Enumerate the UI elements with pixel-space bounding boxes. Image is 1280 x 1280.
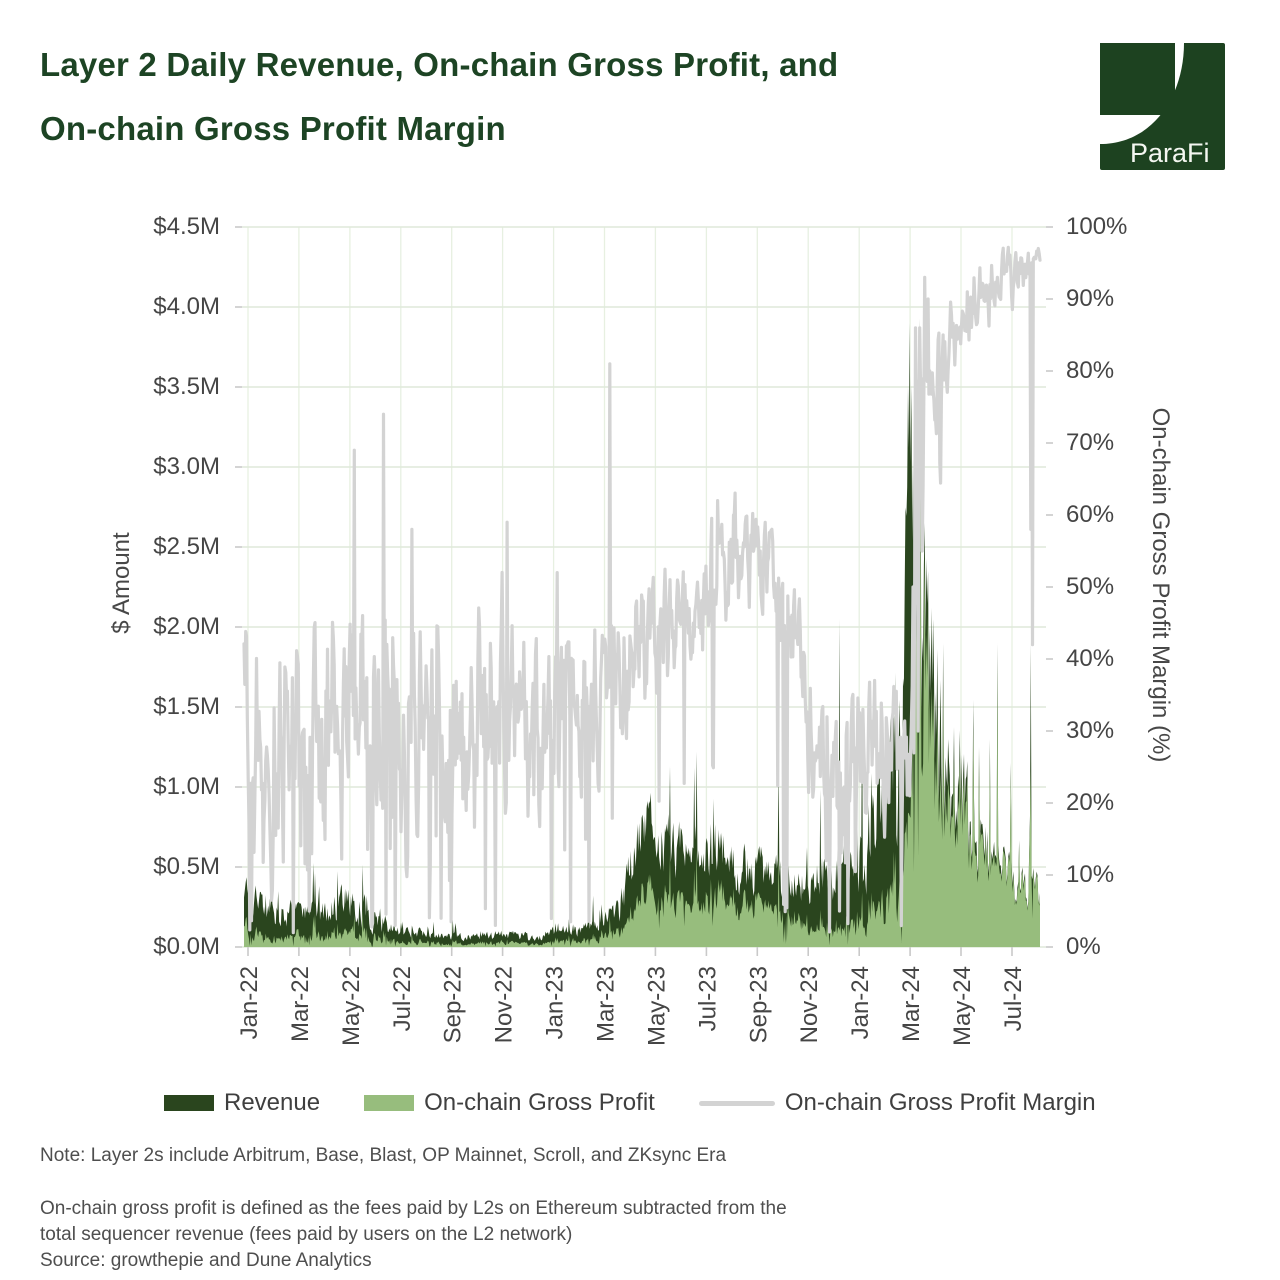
right-axis-tick-label: 0%	[1066, 933, 1101, 960]
right-axis-tick-label: 20%	[1066, 789, 1115, 816]
left-axis-tick-label: $0.5M	[153, 853, 220, 880]
legend-item: Revenue	[164, 1089, 320, 1117]
right-axis-tick-label: 90%	[1066, 285, 1115, 312]
chart-legend: Revenue On-chain Gross Profit On-chain Gro…	[164, 1086, 1096, 1120]
right-axis-tick-label: 10%	[1066, 861, 1115, 888]
x-tick-label: Mar-24	[898, 966, 925, 1042]
right-axis-tick-label: 70%	[1066, 429, 1115, 456]
x-tick-label: Nov-22	[491, 966, 518, 1043]
x-tick-label: May-23	[643, 966, 670, 1046]
x-tick-label: Jan-24	[847, 966, 874, 1039]
note-definition-line-1: On-chain gross profit is defined as the …	[40, 1198, 787, 1219]
x-axis-tick-labels: Jan-22 Mar-22 May-22 Jul-22 Sep-22 Nov-22 Jan-…	[236, 966, 1027, 1046]
left-axis-tick-label: $2.0M	[153, 613, 220, 640]
left-axis-tick-label: $4.5M	[153, 213, 220, 240]
x-tick-label: Sep-22	[440, 966, 467, 1043]
axis-ticks	[235, 226, 1053, 956]
right-axis-tick-label: 50%	[1066, 573, 1115, 600]
note-definition-line-2: total sequencer revenue (fees paid by us…	[40, 1224, 573, 1245]
right-axis-tick-label: 30%	[1066, 717, 1115, 744]
logo-wordmark: ParaFi	[1130, 138, 1210, 168]
left-axis-tick-label: $1.0M	[153, 773, 220, 800]
margin-line	[242, 245, 1042, 935]
x-tick-label: Mar-23	[593, 966, 620, 1042]
logo-small-square	[1100, 43, 1175, 115]
x-tick-label: Jul-22	[389, 966, 416, 1031]
legend-label: On-chain Gross Profit Margin	[784, 1089, 1096, 1116]
note-layer2-list: Note: Layer 2s include Arbitrum, Base, B…	[40, 1145, 727, 1166]
gross-profit-area	[244, 406, 1040, 947]
right-axis-tick-label: 80%	[1066, 357, 1115, 384]
legend-color-swatch	[364, 1095, 415, 1111]
x-tick-label: Sep-23	[745, 966, 772, 1043]
x-tick-label: Jan-22	[236, 966, 263, 1039]
right-axis-tick-label: 60%	[1066, 501, 1115, 528]
left-axis-tick-label: $0.0M	[153, 933, 220, 960]
note-source: Source: growthepie and Dune Analytics	[40, 1250, 372, 1271]
x-tick-label: Jul-23	[694, 966, 721, 1031]
left-axis-tick-label: $3.5M	[153, 373, 220, 400]
page-title-line-1: Layer 2 Daily Revenue, On-chain Gross Pr…	[40, 46, 839, 83]
left-axis-tick-label: $3.0M	[153, 453, 220, 480]
right-axis-tick-label: 100%	[1066, 213, 1128, 240]
right-axis-title: On-chain Gross Profit Margin (%)	[1147, 407, 1174, 763]
legend-label: On-chain Gross Profit	[424, 1089, 655, 1116]
legend-line-swatch	[698, 1100, 775, 1106]
parafi-logo: ParaFi	[1100, 43, 1225, 170]
x-tick-label: May-22	[338, 966, 365, 1046]
legend-item: On-chain Gross Profit Margin	[698, 1089, 1096, 1117]
x-tick-label: Jul-24	[1000, 966, 1027, 1031]
page-title-line-2: On-chain Gross Profit Margin	[40, 110, 506, 147]
x-tick-label: Nov-23	[796, 966, 823, 1043]
x-tick-label: Mar-22	[287, 966, 314, 1042]
x-tick-label: May-24	[949, 966, 976, 1046]
legend-color-swatch	[164, 1095, 214, 1111]
left-axis-tick-label: $2.5M	[153, 533, 220, 560]
legend-item: On-chain Gross Profit	[364, 1089, 655, 1117]
parafi-logo-graphic: ParaFi	[1100, 43, 1225, 170]
left-axis-tick-label: $1.5M	[153, 693, 220, 720]
left-axis-tick-label: $4.0M	[153, 293, 220, 320]
right-axis-tick-label: 40%	[1066, 645, 1115, 672]
legend-label: Revenue	[224, 1089, 321, 1116]
x-tick-label: Jan-23	[542, 966, 569, 1039]
